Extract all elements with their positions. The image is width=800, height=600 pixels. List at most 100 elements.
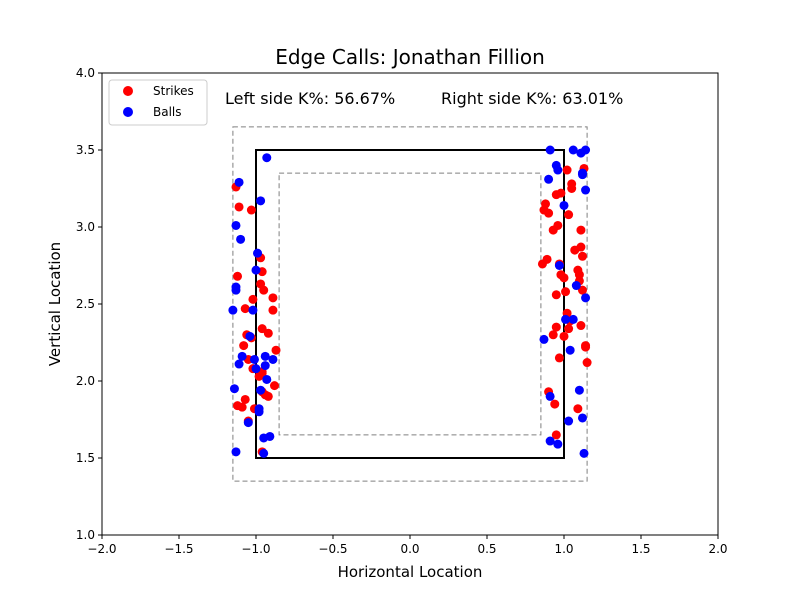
strike-point (239, 341, 249, 351)
strike-point (271, 345, 281, 355)
strike-point (559, 331, 569, 341)
ball-point (553, 165, 563, 175)
strike-point (234, 202, 244, 212)
strike-point (576, 225, 586, 235)
ball-point (581, 185, 591, 195)
y-axis-title: Vertical Location (46, 242, 64, 366)
x-tick-label: 0.0 (400, 542, 419, 556)
strike-point (559, 273, 569, 283)
ball-point (236, 234, 246, 244)
series-balls (228, 145, 591, 458)
legend-label-balls: Balls (153, 105, 182, 119)
strike-point (263, 328, 273, 338)
ball-point (568, 314, 578, 324)
ball-point (234, 359, 244, 369)
left-side-k-annotation: Left side K%: 56.67% (225, 89, 395, 108)
strike-point (550, 399, 560, 409)
x-tick-label: 0.5 (477, 542, 496, 556)
plot-area (228, 126, 592, 482)
ball-point (231, 447, 241, 457)
ball-point (545, 145, 555, 155)
strike-point (254, 371, 264, 381)
strike-point (551, 430, 561, 440)
ball-point (581, 293, 591, 303)
ball-point (262, 374, 272, 384)
chart-title: Edge Calls: Jonathan Fillion (275, 45, 545, 69)
ball-point (545, 391, 555, 401)
ball-point (574, 385, 584, 395)
outer-edge-box (232, 126, 588, 482)
y-tick-label: 1.5 (76, 451, 95, 465)
strike-point (269, 381, 279, 391)
y-tick-label: 1.0 (76, 528, 95, 542)
x-tick-label: −1.5 (164, 542, 193, 556)
x-tick-label: 1.5 (631, 542, 650, 556)
strike-point (573, 404, 583, 414)
ball-point (544, 174, 554, 184)
strike-point (548, 330, 558, 340)
legend-marker-strikes (123, 86, 133, 96)
strike-point (237, 402, 247, 412)
ball-point (579, 448, 589, 458)
strike-point (562, 165, 572, 175)
strike-point (257, 324, 267, 334)
y-tick-label: 3.5 (76, 143, 95, 157)
strike-point (259, 285, 269, 295)
strike-point (574, 270, 584, 280)
legend-label-strikes: Strikes (153, 84, 194, 98)
y-tick-label: 2.0 (76, 374, 95, 388)
strike-point (567, 184, 577, 193)
x-tick-label: 2.0 (708, 542, 727, 556)
ball-point (234, 177, 244, 187)
strike-point (582, 358, 592, 368)
strike-point (240, 304, 250, 314)
strike-point (576, 321, 586, 331)
ball-point (253, 248, 263, 258)
strike-point (577, 251, 587, 261)
ball-point (539, 334, 549, 344)
ball-point (231, 285, 241, 295)
legend: Strikes Balls (108, 79, 208, 126)
ball-point (243, 418, 253, 428)
ball-point (237, 351, 247, 361)
ball-point (228, 305, 238, 315)
inner-edge-box (278, 172, 542, 436)
strike-point (581, 342, 591, 352)
ball-point (249, 354, 259, 364)
strike-point (576, 242, 586, 252)
strike-point (246, 205, 256, 215)
ball-point (561, 314, 571, 324)
strike-point (537, 259, 547, 269)
ball-point (260, 361, 270, 371)
strike-point (548, 225, 558, 235)
ball-point (245, 331, 255, 341)
x-tick-label: −2.0 (87, 542, 116, 556)
y-tick-label: 3.0 (76, 220, 95, 234)
ball-point (571, 281, 581, 291)
ball-point (248, 305, 258, 315)
ball-point (553, 439, 563, 449)
strike-point (268, 305, 278, 315)
strike-point (233, 271, 243, 281)
ball-point (262, 153, 272, 163)
ball-point (260, 351, 270, 361)
ball-point (265, 431, 275, 441)
ball-point (554, 261, 564, 270)
strike-point (564, 210, 574, 220)
ball-point (559, 200, 569, 210)
x-axis: −2.0 −1.5 −1.0 −0.5 0.0 0.5 1.0 1.5 2.0 (87, 535, 728, 556)
strike-point (564, 324, 574, 334)
strike-point (577, 285, 587, 295)
strike-point (240, 394, 250, 404)
strike-point (248, 294, 258, 304)
ball-point (256, 385, 266, 395)
y-tick-label: 2.5 (76, 297, 95, 311)
ball-point (545, 436, 555, 446)
ball-point (568, 145, 578, 155)
ball-point (231, 220, 241, 230)
ball-point (259, 448, 269, 458)
ball-point (564, 416, 574, 426)
x-tick-label: −0.5 (318, 542, 347, 556)
ball-point (565, 345, 575, 355)
